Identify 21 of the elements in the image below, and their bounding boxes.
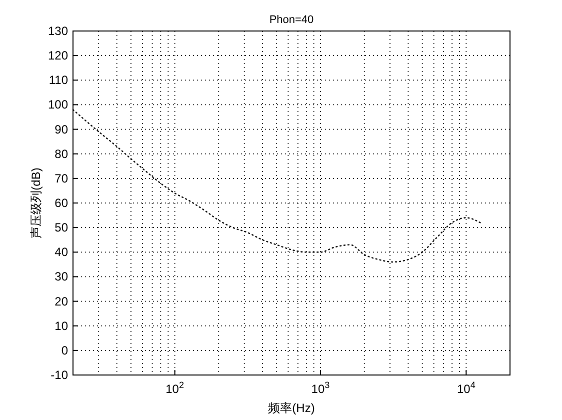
y-tick-label: 30 [54, 270, 68, 284]
chart-title: Phon=40 [269, 14, 314, 26]
y-tick-label: 120 [48, 48, 68, 63]
x-axis-title: 频率(Hz) [268, 401, 315, 415]
x-tick-label: 10$^{3}$ [311, 380, 330, 396]
y-tick-label: 10 [54, 318, 68, 333]
y-tick-label: 60 [54, 196, 68, 210]
x-tick-label: 10$^{2}$ [166, 380, 184, 396]
y-tick-label: 110 [48, 73, 68, 88]
y-tick-label: -10 [50, 368, 68, 382]
y-tick-label: 50 [54, 220, 68, 235]
y-tick-label: 80 [54, 146, 68, 161]
y-tick-label: 0 [61, 343, 68, 358]
x-tick-label: 10$^{4}$ [456, 380, 476, 396]
y-tick-label: 20 [54, 294, 68, 308]
y-tick-label: 70 [54, 171, 68, 186]
y-tick-label: 40 [54, 245, 68, 260]
y-axis-title: 声压级列(dB) [29, 168, 43, 238]
y-tick-label: 90 [54, 122, 68, 136]
y-tick-label: 100 [48, 98, 68, 112]
y-tick-label: 130 [48, 24, 68, 38]
